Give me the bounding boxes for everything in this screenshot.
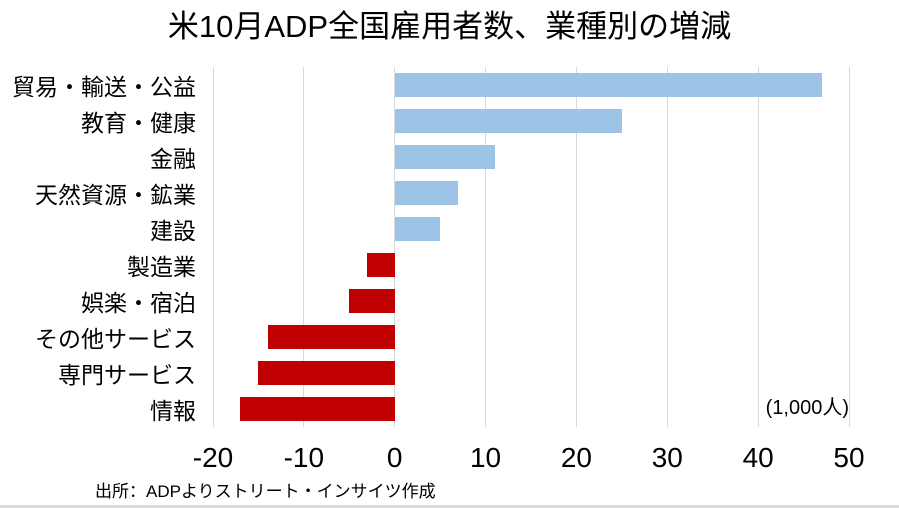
bar-positive (394, 73, 822, 97)
gridline (666, 67, 668, 427)
category-label: 天然資源・鉱業 (35, 182, 196, 208)
category-label: 情報 (150, 398, 196, 424)
category-label: 金融 (150, 146, 196, 172)
gridline (485, 67, 487, 427)
gridline (394, 67, 396, 427)
unit-note: (1,000人) (765, 397, 849, 419)
gridline (575, 67, 577, 427)
bar-positive (394, 109, 622, 133)
category-label: その他サービス (35, 326, 196, 352)
bar-positive (394, 181, 459, 205)
bar-positive (394, 145, 495, 169)
x-tick-label: -20 (192, 442, 234, 473)
gridline (757, 67, 759, 427)
bar-negative (267, 325, 395, 349)
category-label: 娯楽・宿泊 (81, 290, 196, 316)
x-axis: -20 -10 0 10 20 30 40 50 (0, 441, 899, 475)
gridline (848, 67, 850, 427)
category-label: 建設 (150, 218, 196, 244)
chart-title: 米10月ADP全国雇用者数、業種別の増減 (167, 9, 732, 44)
category-axis: 貿易・輸送・公益教育・健康金融天然資源・鉱業建設製造業娯楽・宿泊その他サービス専… (0, 67, 196, 427)
source-note: 出所：ADPよりストリート・インサイツ作成 (95, 482, 436, 501)
x-tick-label: 0 (386, 442, 403, 473)
category-label: 貿易・輸送・公益 (12, 74, 196, 100)
gridline (212, 67, 214, 427)
category-label: 教育・健康 (81, 110, 196, 136)
category-label: 専門サービス (58, 362, 196, 388)
x-tick-label: 10 (469, 442, 502, 473)
x-tick-label: -10 (283, 442, 325, 473)
x-tick-label: 40 (742, 442, 774, 473)
x-tick-label: 50 (833, 442, 865, 473)
bar-negative (258, 361, 395, 385)
bar-negative (349, 289, 395, 313)
x-tick-label: 20 (560, 442, 592, 473)
bar-negative (367, 253, 395, 277)
bar-negative (240, 397, 395, 421)
x-tick-label: 30 (651, 442, 683, 473)
gridline (303, 67, 305, 427)
bar-positive (394, 217, 441, 241)
category-label: 製造業 (127, 254, 196, 280)
